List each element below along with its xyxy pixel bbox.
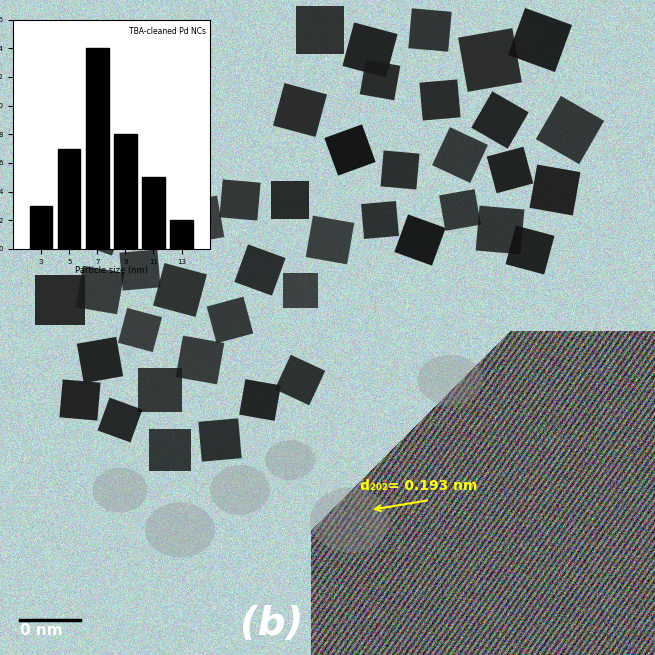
Bar xyxy=(343,22,398,77)
Text: (b): (b) xyxy=(240,605,303,643)
Bar xyxy=(132,182,168,218)
Bar xyxy=(419,79,460,121)
Bar xyxy=(274,355,326,405)
Bar xyxy=(142,178,164,249)
Bar xyxy=(508,8,572,72)
Ellipse shape xyxy=(310,487,390,553)
Bar xyxy=(114,134,137,249)
X-axis label: Particle size (nm): Particle size (nm) xyxy=(75,266,148,275)
Bar xyxy=(472,91,529,149)
Bar xyxy=(234,244,286,295)
Text: TBA-cleaned Pd NCs: TBA-cleaned Pd NCs xyxy=(128,26,206,35)
Bar xyxy=(361,201,399,239)
Bar xyxy=(394,214,445,266)
Bar xyxy=(58,149,81,249)
Text: d₂₀₂= 0.193 nm: d₂₀₂= 0.193 nm xyxy=(360,479,477,493)
Bar xyxy=(77,337,123,383)
Bar xyxy=(75,204,126,255)
Bar xyxy=(35,275,85,325)
Bar xyxy=(153,263,207,317)
Bar xyxy=(296,6,344,54)
Bar xyxy=(30,206,52,249)
Bar xyxy=(324,124,375,176)
Bar xyxy=(76,266,124,314)
Bar xyxy=(282,272,318,307)
Bar xyxy=(432,127,488,183)
Bar xyxy=(306,215,354,265)
Bar xyxy=(239,379,281,421)
Bar xyxy=(198,419,242,462)
Bar xyxy=(118,308,162,352)
Bar xyxy=(487,147,533,193)
Ellipse shape xyxy=(265,440,315,480)
Ellipse shape xyxy=(417,355,483,405)
Bar xyxy=(98,398,142,442)
Bar xyxy=(170,220,193,249)
Bar xyxy=(439,189,481,231)
Bar xyxy=(149,429,191,471)
Bar xyxy=(176,335,224,384)
Bar xyxy=(476,206,525,254)
Bar xyxy=(271,181,309,219)
Bar xyxy=(506,225,555,274)
Bar xyxy=(529,164,580,215)
Bar xyxy=(86,48,109,249)
Ellipse shape xyxy=(210,465,270,515)
Bar xyxy=(176,196,224,244)
Bar xyxy=(381,151,419,189)
Bar xyxy=(360,60,400,100)
Bar xyxy=(138,368,182,412)
Ellipse shape xyxy=(145,502,215,557)
Bar xyxy=(119,250,160,291)
Bar xyxy=(408,9,452,52)
Bar xyxy=(219,179,261,221)
Text: 0 nm: 0 nm xyxy=(20,623,63,638)
Bar xyxy=(273,83,327,137)
Bar xyxy=(458,28,522,92)
Ellipse shape xyxy=(92,468,147,512)
Bar xyxy=(60,379,101,421)
Bar xyxy=(207,297,253,343)
Bar xyxy=(536,96,604,164)
